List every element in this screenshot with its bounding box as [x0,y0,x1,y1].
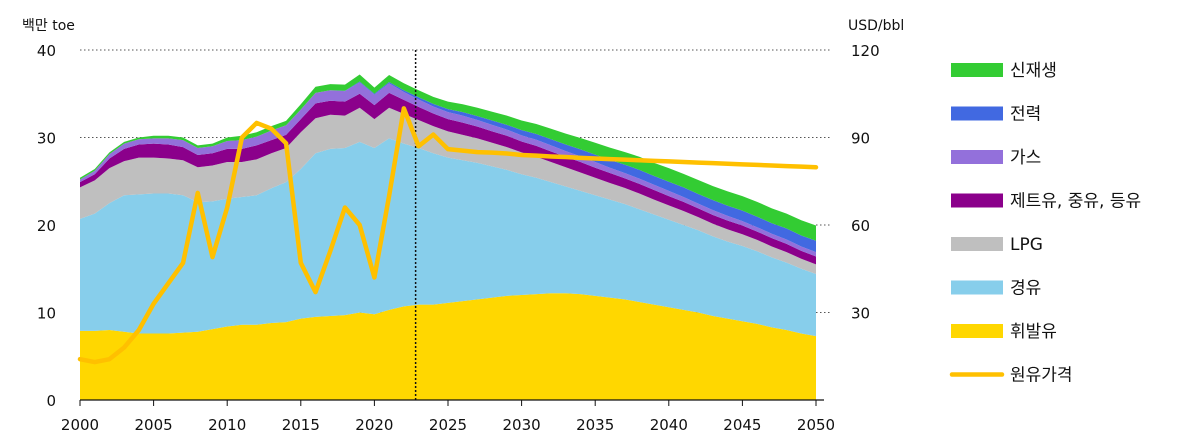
legend-label: 전력 [1010,105,1041,125]
legend-label: 신재생 [1010,61,1057,81]
legend-label: 휘발유 [1010,322,1057,342]
crude-oil-price-line [77,106,819,365]
area-series-0 [80,293,816,400]
legend-item: 전력 [951,105,1041,125]
legend-swatch [951,63,1003,77]
legend-swatch [951,193,1003,208]
legend-label: LPG [1010,235,1043,255]
y-left-tick-label: 30 [37,130,56,148]
x-tick-label: 2040 [650,416,688,434]
legend-swatch [951,150,1003,164]
legend-item: LPG [951,235,1043,255]
left-unit-label: 백만 toe [22,18,75,34]
legend-item: 휘발유 [951,322,1057,342]
x-tick-label: 2035 [576,416,614,434]
x-tick-label: 2025 [429,416,467,434]
x-tick-label: 2005 [135,416,173,434]
area-series-4 [80,82,816,257]
area-layer [80,74,816,400]
y-left-tick-label: 10 [37,305,56,323]
y-left-tick-label: 0 [46,392,56,410]
x-tick-label: 2050 [797,416,835,434]
x-tick-label: 2045 [723,416,761,434]
legend-swatch [951,106,1003,121]
y-right-tick-label: 30 [851,305,870,323]
x-tick-label: 2000 [61,416,99,434]
y-right-tick-label: 60 [851,217,870,235]
y-left-tick-label: 20 [37,217,56,235]
area-series-1 [80,138,816,337]
legend-item: 신재생 [951,61,1057,81]
y-left-tick-label: 40 [37,42,56,60]
x-tick-label: 2015 [282,416,320,434]
legend-swatch [951,237,1003,251]
legend-swatch [951,280,1003,295]
area-series-6 [80,74,816,241]
area-series-2 [80,107,816,274]
right-unit-label: USD/bbl [848,18,904,34]
legend-swatch [951,324,1003,338]
legend-label: 제트유, 중유, 등유 [1010,192,1141,212]
legend-label: 원유가격 [1010,366,1073,386]
axis-layer: 2000 2005 2010 2015 2020 2025 2030 2035 2040 2045… [37,42,880,434]
legend-item: 가스 [951,148,1041,168]
area-series-3 [80,92,816,265]
line-layer [77,50,819,400]
legend-item: 경유 [951,279,1041,299]
y-right-tick-label: 90 [851,130,870,148]
legend-label: 가스 [1010,148,1041,168]
y-right-tick-label: 120 [851,42,880,60]
x-tick-label: 2030 [503,416,541,434]
legend-item: 제트유, 중유, 등유 [951,192,1141,212]
x-tick-label: 2020 [355,416,393,434]
legend-item: 원유가격 [949,366,1073,386]
x-tick-label: 2010 [208,416,246,434]
legend-label: 경유 [1010,279,1041,299]
